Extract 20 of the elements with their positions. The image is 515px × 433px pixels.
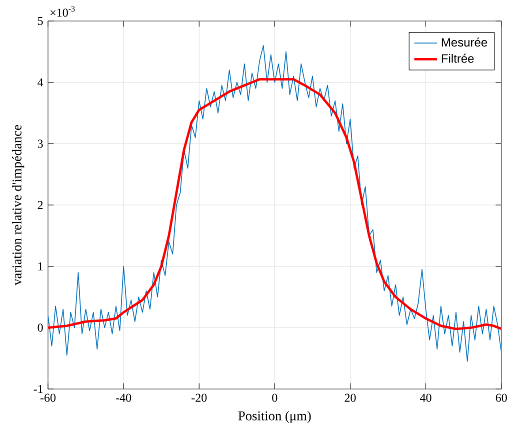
legend-label: Mesurée — [442, 38, 488, 47]
x-tick-label: 60 — [496, 394, 507, 402]
text: ×10$^{-3}$ — [50, 6, 75, 17]
y-tick-label: -1 — [34, 385, 43, 393]
x-tick-label: -40 — [116, 394, 132, 402]
x-tick-label: -20 — [192, 394, 207, 402]
x-axis-title: Position (μm) — [238, 410, 311, 424]
y-tick-label: 1 — [38, 262, 43, 270]
x-tick-label: 0 — [272, 394, 278, 402]
y-tick-label: 5 — [38, 17, 43, 25]
x-tick-label: 40 — [420, 394, 432, 402]
x-tick-label: 20 — [344, 394, 356, 402]
y-tick-label: 2 — [38, 201, 43, 209]
x-tick-label: -60 — [40, 394, 56, 402]
y-tick-label: 4 — [38, 78, 44, 86]
y-tick-label: 3 — [38, 140, 43, 148]
line-series — [48, 45, 502, 362]
legend-label: Filtrée — [442, 54, 474, 63]
y-tick-label: 0 — [38, 324, 43, 332]
y-axis-title: variation relative d'impédance — [12, 125, 24, 286]
